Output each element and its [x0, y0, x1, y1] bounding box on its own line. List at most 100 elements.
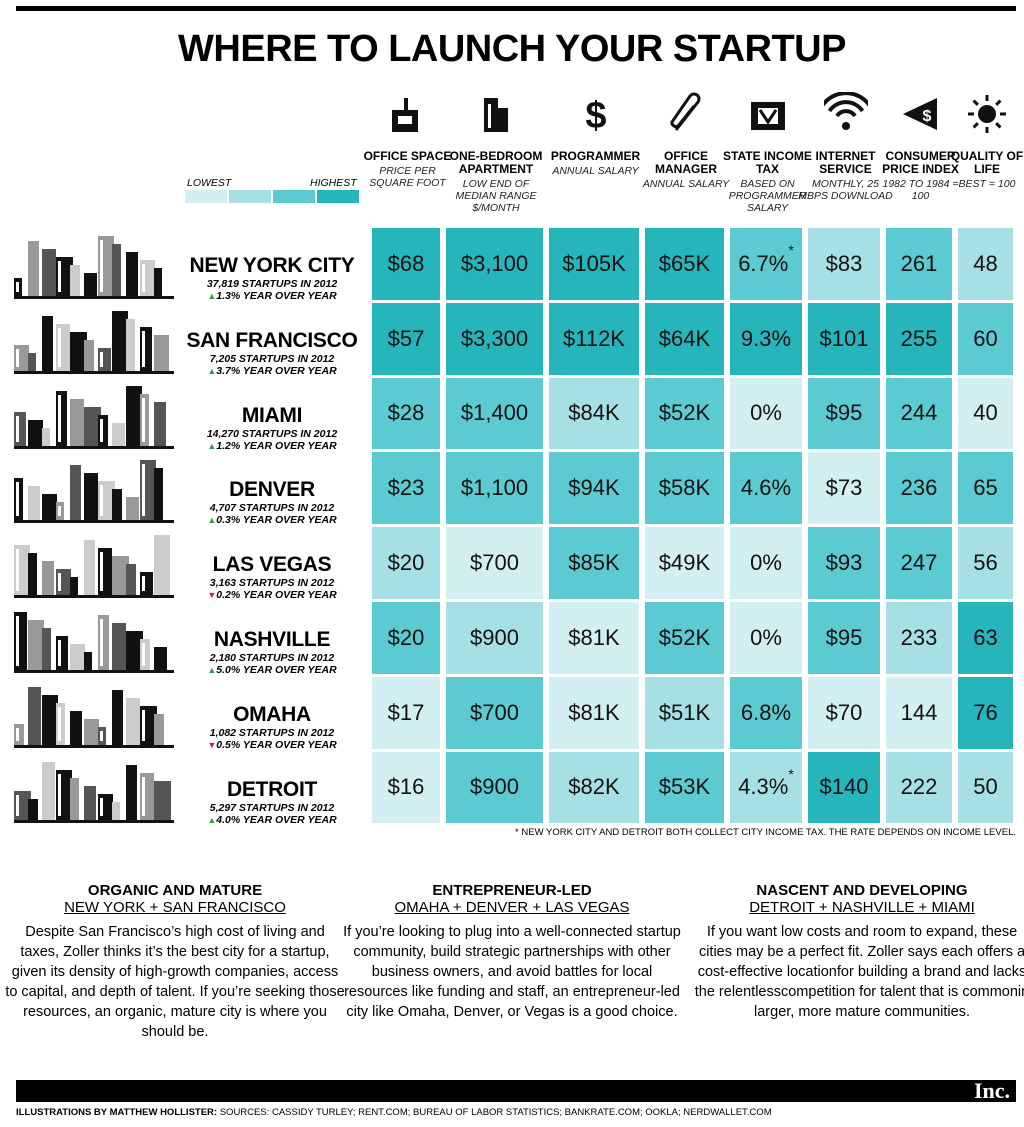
table-cell: 0% [730, 527, 802, 599]
column-header: OFFICE MANAGER ANNUAL SALARY [638, 150, 734, 191]
column-icon [484, 98, 508, 132]
cell-value: 222 [900, 774, 938, 800]
city-startups: 1,082 STARTUPS IN 2012 [209, 726, 335, 739]
table-cell: $1,100 [446, 452, 543, 525]
trend-arrow: ▲ [207, 665, 217, 675]
table-cell: $17 [372, 676, 440, 749]
table-cell: 261 [886, 228, 952, 300]
table-cell: $1,400 [446, 377, 543, 450]
city-illustration [14, 460, 174, 524]
city-illustration [14, 385, 174, 449]
city-change: ▲1.2% YEAR OVER YEAR [186, 440, 358, 452]
table-cell: 65 [958, 452, 1013, 525]
section-heading: ORGANIC AND MATURE [87, 882, 263, 899]
table-cell: 6.8% [730, 676, 802, 749]
table-cell: $82K [549, 751, 639, 824]
city-startups: 3,163 STARTUPS IN 2012 [209, 577, 335, 590]
table-cell: $20 [372, 602, 440, 674]
column-name: PROGRAMMER [550, 149, 641, 163]
cell-value: $83 [825, 250, 863, 276]
table-cell: $16 [372, 751, 440, 824]
column-icon: $ [902, 98, 937, 130]
cell-value: $73 [825, 475, 863, 501]
table-cell: $93 [808, 527, 880, 599]
column-icon [670, 92, 701, 131]
city-name: NASHVILLE [213, 628, 331, 651]
cell-value: 9.3% [740, 325, 792, 351]
column-sub: MONTHLY, 25 MBPS DOWNLOAD [798, 178, 893, 202]
city-name: DENVER [229, 478, 315, 502]
cell-value: $16 [387, 774, 425, 800]
legend-low: LOWEST [187, 177, 232, 189]
column-sub: LOW END OF MEDIAN RANGE $/MONTH [455, 178, 537, 214]
cell-value: 144 [900, 699, 938, 725]
cell-value: $82K [568, 774, 620, 800]
table-cell: $28 [372, 377, 440, 450]
city-label: DENVER 4,707 STARTUPS IN 2012 ▲0.3% YEAR O… [186, 478, 358, 526]
cell-value: $93 [825, 550, 863, 576]
city-illustration [14, 686, 174, 748]
table-cell: $85K [549, 527, 639, 599]
table-cell: $3,300 [446, 302, 543, 375]
cell-footnote-mark: * [788, 765, 794, 782]
city-illustration [14, 761, 174, 823]
credit-illustrator: ILLUSTRATIONS BY MATTHEW HOLLISTER: [16, 1107, 218, 1118]
column-icon [391, 98, 418, 132]
city-name: SAN FRANCISCO [186, 328, 358, 352]
city-change: ▲0.3% YEAR OVER YEAR [186, 514, 358, 526]
table-cell: $65K [645, 228, 724, 300]
cell-value: 233 [900, 624, 938, 650]
trend-arrow: ▲ [207, 365, 217, 376]
column-name: INTERNET SERVICE [815, 149, 876, 176]
table-cell: $3,100 [446, 228, 543, 300]
change-text: 0.5% YEAR OVER YEAR [216, 738, 337, 751]
city-startups: 14,270 STARTUPS IN 2012 [206, 427, 338, 440]
section-cities: NEW YORK + SAN FRANCISCO [64, 899, 286, 916]
cell-value: $70 [825, 699, 863, 725]
table-cell: $73 [808, 452, 880, 525]
cell-value: $58K [658, 475, 711, 501]
table-cell: 60 [958, 302, 1013, 375]
table-cell: 4.6% [730, 452, 802, 525]
cell-value: 0% [750, 550, 782, 576]
cell-value: $64K [658, 325, 711, 351]
cell-value: $105K [562, 250, 626, 276]
table-cell: $70 [808, 676, 880, 749]
trend-arrow: ▼ [207, 590, 217, 601]
city-label: DETROIT 5,297 STARTUPS IN 2012 ▲4.0% YEAR … [186, 778, 358, 826]
cell-value: $28 [387, 400, 425, 426]
city-change: ▲1.3% YEAR OVER YEAR [186, 290, 358, 302]
city-label: NEW YORK CITY 37,819 STARTUPS IN 2012 ▲1.3… [186, 254, 358, 302]
section: ENTREPRENEUR-LED OMAHA + DENVER + LAS VEG… [342, 882, 682, 1022]
table-cell: $81K [549, 676, 639, 749]
legend-swatch [273, 190, 315, 203]
cell-value: $53K [658, 774, 711, 800]
city-change: ▲4.0% YEAR OVER YEAR [186, 814, 358, 826]
table-cell: 247 [886, 527, 952, 599]
city-startups: 5,297 STARTUPS IN 2012 [209, 801, 335, 814]
column-icon [823, 92, 868, 130]
section-heading: NASCENT AND DEVELOPING [756, 882, 968, 899]
change-text: 1.2% YEAR OVER YEAR [216, 439, 337, 452]
cell-value: $700 [470, 699, 519, 725]
city-startups: 2,180 STARTUPS IN 2012 [209, 652, 335, 664]
table-cell: 144 [886, 676, 952, 749]
table-cell: $101 [808, 302, 880, 375]
column-header: QUALITY OF LIFE BEST = 100 [939, 150, 1024, 191]
legend-swatch [317, 190, 359, 203]
table-cell: 0% [730, 377, 802, 450]
column-header: ONE-BEDROOM APARTMENT LOW END OF MEDIAN R… [448, 150, 544, 215]
section-cities: OMAHA + DENVER + LAS VEGAS [394, 899, 630, 916]
legend-swatch [185, 190, 227, 203]
cell-value: $3,100 [460, 250, 529, 276]
top-rule [16, 6, 1016, 11]
table-cell: $53K [645, 751, 724, 824]
change-text: 0.3% YEAR OVER YEAR [216, 514, 337, 527]
table-cell: 4.3% * [730, 751, 802, 824]
section-body: If you’re looking to plug into a well-co… [343, 924, 681, 1020]
cell-value: $95 [825, 624, 863, 650]
footnote: * NEW YORK CITY AND DETROIT BOTH COLLECT… [515, 827, 1016, 838]
city-name: MIAMI [241, 403, 303, 427]
column-sub: BEST = 100 [958, 178, 1016, 190]
